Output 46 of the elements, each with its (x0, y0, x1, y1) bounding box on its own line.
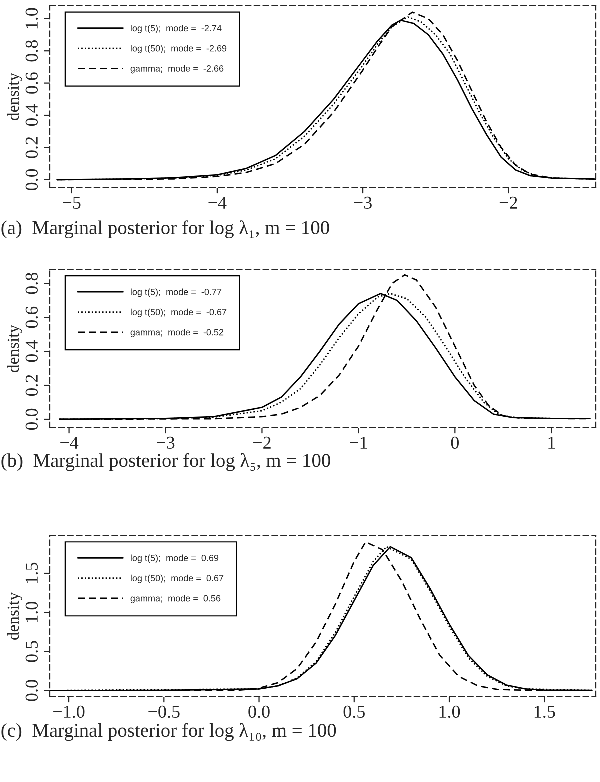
y-tick-label: 0.2 (26, 375, 38, 396)
y-axis-title: density (7, 592, 23, 640)
x-tick-label: −4 (208, 196, 227, 209)
y-tick-label: 0.6 (26, 72, 38, 94)
legend-label: log t(50); mode = -2.69 (131, 45, 227, 54)
y-tick-label: 0.8 (26, 272, 38, 294)
y-tick-label: 0.2 (26, 137, 38, 158)
text: (c) Marginal posterior for log λ₁₀, m = 100 (2, 723, 336, 742)
y-tick-label: 0.6 (26, 306, 38, 328)
legend-label: gamma; mode = -2.66 (130, 65, 224, 74)
y-tick-label: 1.5 (26, 562, 38, 584)
y-tick-label: 1.0 (26, 8, 38, 29)
x-tick-label: −3 (157, 436, 175, 450)
x-tick-label: 0.0 (248, 706, 270, 718)
legend-label: gamma; mode = 0.56 (130, 595, 221, 604)
y-tick-label: 1.0 (26, 602, 38, 622)
x-tick-label: 1 (548, 436, 556, 449)
legend-label: log t(5); mode = 0.69 (131, 554, 219, 564)
x-tick-label: −1.0 (54, 706, 85, 718)
x-tick-label: −2 (254, 436, 271, 449)
x-tick-label: −2 (500, 196, 518, 209)
y-tick-label: 0.0 (26, 408, 38, 430)
y-axis-title: density (7, 72, 23, 120)
x-tick-label: 1.0 (440, 706, 460, 718)
x-tick-label: −1 (350, 436, 368, 449)
text: (b) Marginal posterior for log λ₅, m = 100 (2, 453, 330, 472)
x-tick-label: 0.5 (344, 706, 365, 718)
x-tick-label: −5 (63, 197, 81, 210)
y-tick-label: 0.8 (26, 40, 38, 62)
legend-label: log t(5); mode = -2.74 (131, 24, 222, 34)
y-tick-label: 0.0 (26, 169, 38, 191)
y-tick-label: 0.5 (26, 641, 38, 662)
x-tick-label: −3 (354, 196, 372, 210)
y-axis-title: density (7, 324, 23, 372)
legend-label: gamma; mode = -0.52 (130, 329, 224, 338)
legend-label: log t(5); mode = -0.77 (131, 288, 222, 298)
y-tick-label: 0.0 (26, 680, 38, 702)
legend-label: log t(50); mode = 0.67 (131, 574, 224, 584)
text: (a) Marginal posterior for log λ₁, m = 100 (2, 220, 330, 238)
y-tick-label: 0.4 (26, 104, 38, 126)
y-tick-label: 0.4 (26, 340, 38, 362)
x-tick-label: −4 (60, 436, 79, 449)
x-tick-label: 0 (451, 436, 459, 450)
x-tick-label: −0.5 (148, 706, 180, 718)
legend-label: log t(50); mode = -0.67 (131, 308, 227, 318)
x-tick-label: 1.5 (534, 706, 556, 718)
